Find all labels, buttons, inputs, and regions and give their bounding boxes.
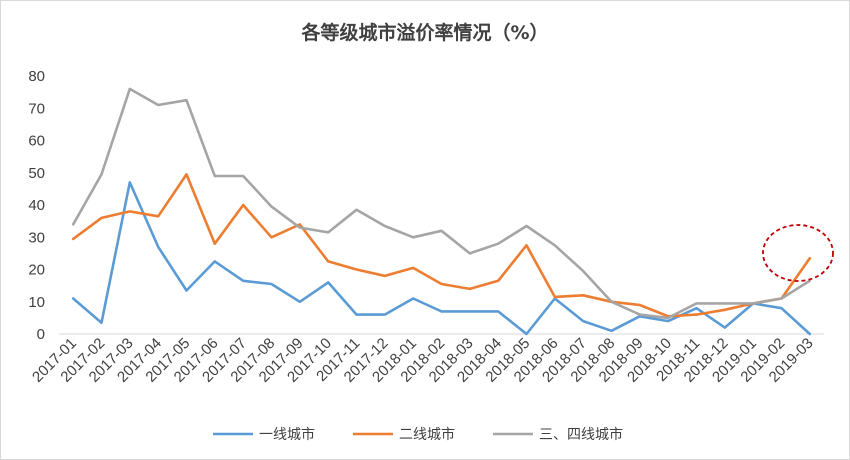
chart-title: 各等级城市溢价率情况（%）	[300, 21, 548, 44]
y-tick-label: 40	[28, 197, 45, 214]
highlight-circle	[762, 224, 834, 282]
x-axis: 2017-012017-022017-032017-042017-052017-…	[29, 335, 817, 386]
y-tick-label: 0	[37, 326, 45, 343]
y-tick-label: 10	[28, 294, 45, 311]
series-line-2	[71, 173, 812, 318]
y-tick-label: 70	[28, 100, 45, 117]
y-tick-label: 60	[28, 133, 45, 150]
legend: 一线城市 二线城市 三、四线城市	[213, 426, 623, 443]
y-tick-label: 30	[28, 229, 45, 246]
series-line-3	[71, 87, 812, 320]
y-tick-label: 20	[28, 262, 45, 279]
legend-label: 二线城市	[399, 426, 455, 443]
legend-label: 三、四线城市	[539, 426, 623, 443]
legend-label: 一线城市	[259, 426, 315, 443]
y-axis: 0 10 20 30 40 50 60 70 80	[28, 68, 45, 343]
series-layer	[71, 87, 812, 336]
y-tick-label: 80	[28, 68, 45, 85]
y-tick-label: 50	[28, 165, 45, 182]
series-line-1	[71, 181, 812, 336]
